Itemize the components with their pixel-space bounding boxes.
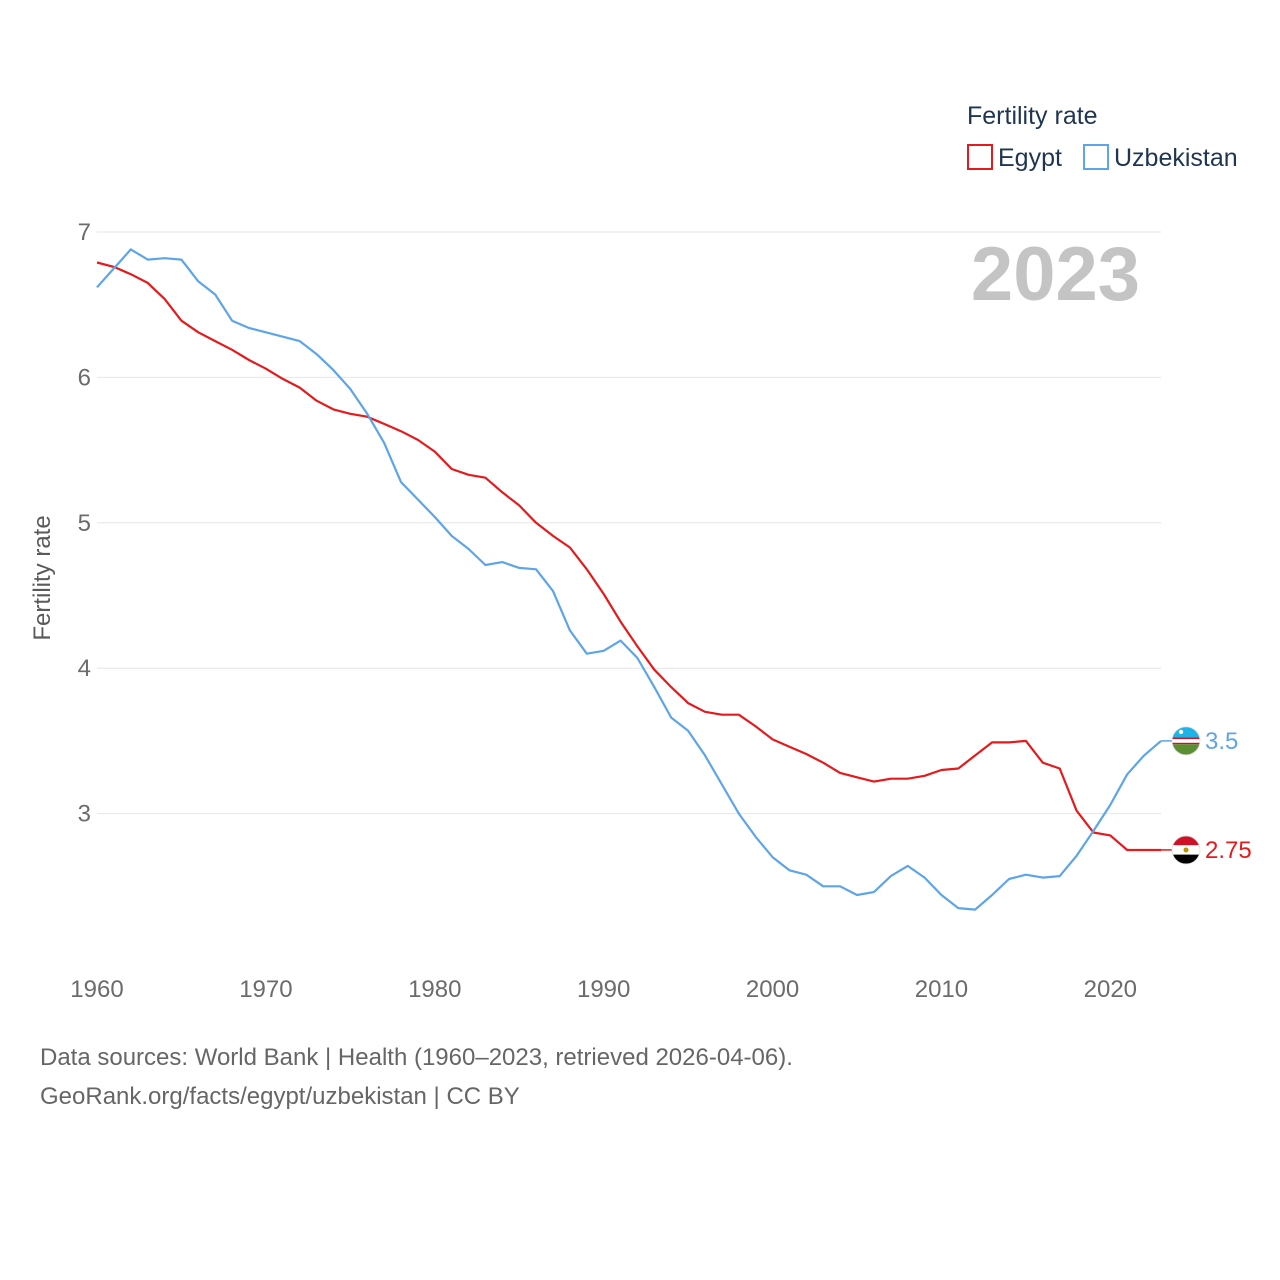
y-tick-label-5: 5 xyxy=(78,510,91,537)
footer-link[interactable]: GeoRank.org/facts/egypt/uzbekistan | CC … xyxy=(40,1083,520,1110)
x-axis-ticks: 1960 1970 1980 1990 2000 2010 2020 xyxy=(70,976,1137,1003)
y-tick-label-6: 6 xyxy=(78,364,91,391)
year-watermark: 2023 xyxy=(971,232,1140,317)
end-value-label-uzbekistan: 3.5 xyxy=(1205,728,1238,755)
legend-label-egypt: Egypt xyxy=(998,144,1062,172)
x-tick-label-1960: 1960 xyxy=(70,976,123,1003)
legend-title: Fertility rate xyxy=(967,102,1098,130)
footer-sources: Data sources: World Bank | Health (1960–… xyxy=(40,1044,793,1071)
y-tick-label-4: 4 xyxy=(78,655,91,682)
x-tick-label-2020: 2020 xyxy=(1084,976,1137,1003)
end-value-label-egypt: 2.75 xyxy=(1205,837,1252,864)
y-axis-label: Fertility rate xyxy=(29,515,56,640)
series-lines xyxy=(96,248,1162,911)
end-markers: 2.75 3.5 xyxy=(1161,726,1252,865)
y-tick-label-7: 7 xyxy=(78,219,91,246)
x-tick-label-2010: 2010 xyxy=(915,976,968,1003)
legend-swatch-uzbekistan xyxy=(1083,144,1109,170)
uzbekistan-flag-icon xyxy=(1172,726,1200,755)
series-line-uzbekistan[interactable] xyxy=(96,248,1162,911)
egypt-flag-icon xyxy=(1172,835,1200,864)
x-tick-label-1970: 1970 xyxy=(239,976,292,1003)
legend-label-uzbekistan: Uzbekistan xyxy=(1114,144,1238,172)
legend-item-uzbekistan[interactable]: Uzbekistan xyxy=(1083,144,1238,172)
y-axis-ticks: 3 4 5 6 7 xyxy=(78,219,91,828)
x-tick-label-1980: 1980 xyxy=(408,976,461,1003)
grid-lines xyxy=(97,231,1161,815)
series-line-egypt[interactable] xyxy=(96,261,1161,852)
legend-item-egypt[interactable]: Egypt xyxy=(967,144,1062,172)
x-tick-label-1990: 1990 xyxy=(577,976,630,1003)
x-tick-label-2000: 2000 xyxy=(746,976,799,1003)
legend-swatch-egypt xyxy=(967,144,993,170)
y-tick-label-3: 3 xyxy=(78,801,91,828)
legend: Fertility rate Egypt Uzbekistan xyxy=(967,102,1238,172)
